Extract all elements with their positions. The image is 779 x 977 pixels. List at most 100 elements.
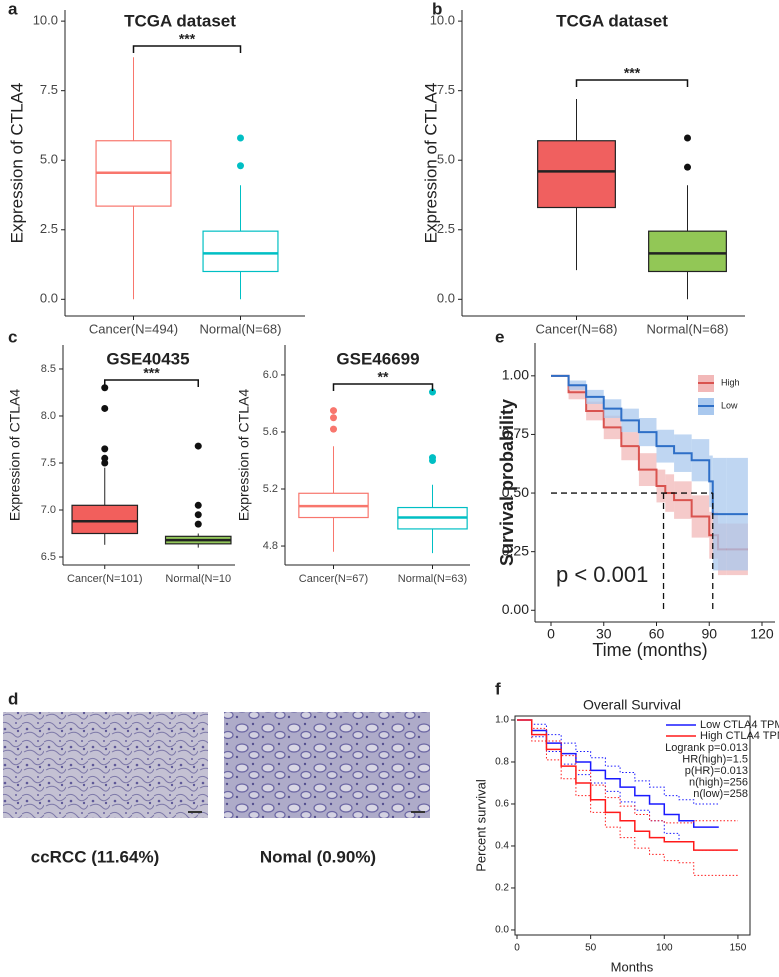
x-tick-label: 0 xyxy=(514,943,520,954)
y-tick-label: 10.0 xyxy=(430,13,455,28)
legend-label: Low CTLA4 TPM xyxy=(700,719,779,731)
y-tick-label: 0.50 xyxy=(502,484,529,500)
outlier xyxy=(237,134,244,142)
y-tick-label: 5.2 xyxy=(263,483,278,495)
x-tick-label: Normal(N=68) xyxy=(200,321,282,336)
legend-label: High CTLA4 TPM xyxy=(700,730,779,742)
y-tick-label: 5.0 xyxy=(437,152,455,167)
annotation: HR(high)=1.5 xyxy=(682,753,748,765)
y-axis-label: Expression of CTLA4 xyxy=(7,83,26,244)
annotation: p(HR)=0.013 xyxy=(685,765,748,777)
image-caption: Nomal (0.90%) xyxy=(260,847,376,866)
y-tick-label: 6.5 xyxy=(41,551,56,563)
p-value: p < 0.001 xyxy=(556,562,648,587)
significance-bracket xyxy=(132,45,242,53)
x-tick-label: 100 xyxy=(656,943,673,954)
survival-curve xyxy=(551,374,748,551)
y-tick-label: 1.00 xyxy=(502,367,529,383)
y-tick-label: 0.25 xyxy=(502,542,529,558)
y-axis-label: Expression of CTLA4 xyxy=(236,389,252,521)
y-tick-label: 6.0 xyxy=(263,369,278,381)
significance: ** xyxy=(378,369,389,385)
chart-title: Overall Survival xyxy=(583,697,681,713)
y-tick-label: 0.75 xyxy=(502,425,529,441)
y-tick-label: 5.6 xyxy=(263,426,278,438)
x-tick-label: Normal(N=63) xyxy=(398,573,467,585)
y-tick-label: 8.0 xyxy=(41,410,56,422)
outlier xyxy=(101,454,109,462)
outlier xyxy=(101,445,109,453)
y-tick-label: 0.0 xyxy=(40,291,58,306)
outlier xyxy=(194,511,202,519)
outlier xyxy=(194,442,202,450)
x-tick-label: 60 xyxy=(649,626,665,642)
y-tick-label: 7.5 xyxy=(41,457,56,469)
y-tick-label: 0.0 xyxy=(495,925,509,936)
chart-title: TCGA dataset xyxy=(556,11,668,30)
box xyxy=(537,140,616,209)
x-tick-label: Normal(N=68) xyxy=(647,321,729,336)
significance-bracket xyxy=(332,383,434,391)
annotation: n(high)=256 xyxy=(689,776,748,788)
plot-frame xyxy=(514,715,751,936)
outlier xyxy=(330,425,337,433)
ci-line xyxy=(517,719,719,851)
y-tick-label: 2.5 xyxy=(437,221,455,236)
y-tick-label: 7.0 xyxy=(41,504,56,516)
y-axis-label: Survival probability xyxy=(497,399,517,566)
significance-bracket xyxy=(575,79,689,87)
y-tick-label: 7.5 xyxy=(437,82,455,97)
histology-image xyxy=(224,712,430,818)
x-tick-label: Normal(N=10 xyxy=(165,573,231,585)
chart-title: TCGA dataset xyxy=(124,11,236,30)
survival-curve xyxy=(551,374,748,516)
x-tick-label: 0 xyxy=(547,626,555,642)
panel-label: a xyxy=(8,0,18,18)
survival-curve xyxy=(517,719,719,828)
scale-bar xyxy=(411,811,425,813)
y-tick-label: 0.8 xyxy=(495,757,509,768)
x-tick-label: 30 xyxy=(596,626,612,642)
significance: *** xyxy=(143,365,160,381)
y-axis-label: Expression of CTLA4 xyxy=(7,389,23,521)
outlier xyxy=(330,407,337,415)
x-tick-label: Cancer(N=101) xyxy=(67,573,143,585)
y-axis-label: Percent survival xyxy=(473,779,488,872)
legend-label: Low xyxy=(721,400,738,410)
y-tick-label: 7.5 xyxy=(40,82,58,97)
x-tick-label: 50 xyxy=(585,943,597,954)
y-tick-label: 8.5 xyxy=(41,363,56,375)
annotation: n(low)=258 xyxy=(693,788,748,800)
x-tick-label: 90 xyxy=(701,626,717,642)
outlier xyxy=(330,414,337,422)
x-tick-label: 150 xyxy=(730,943,747,954)
panel-label: d xyxy=(8,689,18,708)
y-tick-label: 0.6 xyxy=(495,799,509,810)
outlier xyxy=(101,404,109,412)
significance: *** xyxy=(624,65,641,81)
panel-label: e xyxy=(495,327,504,346)
y-tick-label: 2.5 xyxy=(40,221,58,236)
outlier xyxy=(429,388,436,396)
box xyxy=(71,504,139,535)
outlier xyxy=(429,454,436,462)
y-tick-label: 0.2 xyxy=(495,883,509,894)
ci-line xyxy=(517,719,719,805)
y-tick-label: 4.8 xyxy=(263,540,278,552)
x-tick-label: Cancer(N=67) xyxy=(299,573,368,585)
y-tick-label: 0.00 xyxy=(502,601,529,617)
x-tick-label: 120 xyxy=(750,626,774,642)
x-axis-label: Time (months) xyxy=(592,640,707,660)
legend-label: High xyxy=(721,377,740,387)
box xyxy=(648,230,727,273)
box xyxy=(202,230,279,273)
panel-label: f xyxy=(495,679,501,698)
x-axis-label: Months xyxy=(611,959,654,974)
significance-bracket xyxy=(104,379,199,387)
y-tick-label: 0.4 xyxy=(495,841,509,852)
y-tick-label: 5.0 xyxy=(40,152,58,167)
scale-bar xyxy=(188,811,202,813)
outlier xyxy=(194,501,202,509)
